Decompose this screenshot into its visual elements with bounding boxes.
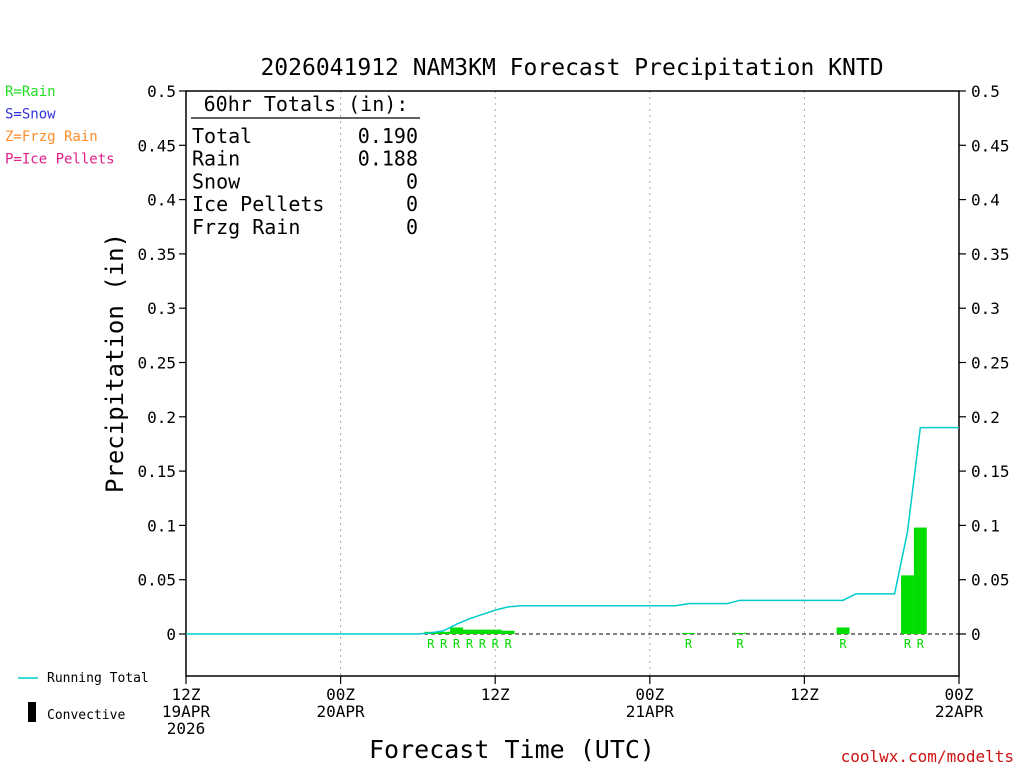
y-tick-label-left: 0.1 — [147, 516, 176, 535]
totals-header: 60hr Totals (in): — [204, 92, 409, 116]
y-tick-label-left: 0.4 — [147, 191, 176, 210]
plot-frame — [185, 90, 960, 677]
rain-marker: R — [492, 637, 500, 651]
rain-marker: R — [685, 637, 693, 651]
precip-type-legend: R=Rain S=Snow Z=Frzg Rain P=Ice Pellets — [5, 84, 115, 168]
running-total-series — [186, 426, 959, 635]
y-tick-label-right: 0.2 — [971, 408, 1000, 427]
y-tick-label-right: 0.35 — [971, 245, 1010, 264]
y-tick-label-right: 0.4 — [971, 191, 1000, 210]
y-tick-label-right: 0.3 — [971, 299, 1000, 318]
rain-bar — [462, 629, 476, 634]
x-tick-label: 00Z — [326, 685, 355, 704]
rain-marker: R — [504, 637, 512, 651]
y-tick-label-left: 0.35 — [137, 245, 176, 264]
convective-legend-swatch — [28, 702, 36, 722]
precip-type-legend-item: P=Ice Pellets — [5, 152, 115, 168]
rain-bar — [682, 632, 695, 634]
y-tick-label-left: 0.25 — [137, 354, 176, 373]
y-tick-label-left: 0.2 — [147, 408, 176, 427]
running-total-legend-label: Running Total — [47, 671, 149, 686]
totals-row-label: Frzg Rain — [192, 215, 300, 239]
totals-row-value: 0.188 — [358, 147, 418, 171]
y-tick-label-right: 0.25 — [971, 354, 1010, 373]
x-tick-label: 22APR — [935, 702, 984, 721]
y-tick-label-right: 0.1 — [971, 516, 1000, 535]
rain-marker: R — [427, 637, 435, 651]
rain-bar — [501, 630, 515, 634]
x-axis-label: Forecast Time (UTC) — [369, 735, 655, 764]
rain-bar — [450, 627, 463, 634]
x-tick-label: 12Z — [790, 685, 819, 704]
y-tick-label-left: 0.5 — [147, 82, 176, 101]
y-tick-label-right: 0.5 — [971, 82, 1000, 101]
x-tick-label: 21APR — [626, 702, 675, 721]
totals-row-label: Snow — [192, 169, 241, 193]
rain-marker: R — [479, 637, 487, 651]
y-tick-label-left: 0.3 — [147, 299, 176, 318]
rain-bar — [836, 627, 850, 634]
x-tick-label: 19APR — [162, 702, 211, 721]
precip-type-legend-item: S=Snow — [5, 107, 56, 123]
rain-marker: R — [736, 637, 744, 651]
y-tick-label-right: 0.45 — [971, 136, 1010, 155]
y-axis-right: 0 0.05 0.1 0.15 0.2 0.25 0.3 0.35 0.4 0.45 0.5 — [959, 82, 1010, 644]
y-tick-label-left: 0.45 — [137, 136, 176, 155]
rain-bar — [733, 632, 747, 634]
x-tick-label: 20APR — [317, 702, 366, 721]
rain-bar — [475, 629, 489, 634]
x-tick-label: 00Z — [635, 685, 664, 704]
rain-marker: R — [466, 637, 474, 651]
totals-box: 60hr Totals (in): Total 0.190 Rain 0.188 Snow… — [191, 92, 420, 239]
y-tick-label-right: 0 — [971, 625, 981, 644]
totals-row-value: 0 — [406, 192, 418, 216]
x-tick-label: 12Z — [481, 685, 510, 704]
totals-row-value: 0.190 — [358, 124, 418, 148]
rain-marker: R — [839, 637, 847, 651]
totals-row-value: 0 — [406, 169, 418, 193]
y-axis-left: 0 0.05 0.1 0.15 0.2 0.25 0.3 0.35 0.4 0.45 0.5 — [137, 82, 186, 644]
rain-marker: R — [440, 637, 448, 651]
rain-bar — [901, 575, 914, 634]
y-tick-label-left: 0 — [166, 625, 176, 644]
rain-marker: R — [904, 637, 912, 651]
rain-bar — [913, 527, 927, 634]
x-tick-label: 2026 — [167, 719, 206, 738]
chart-title: 2026041912 NAM3KM Forecast Precipitation… — [260, 55, 883, 81]
running-total-line — [186, 426, 959, 635]
rain-marker: R — [453, 637, 461, 651]
totals-row-label: Ice Pellets — [192, 192, 324, 216]
totals-row-label: Rain — [192, 147, 240, 171]
precip-type-legend-item: R=Rain — [5, 84, 56, 100]
series-legend: Running Total Convective — [18, 671, 149, 723]
x-tick-label: 00Z — [945, 685, 974, 704]
precip-type-legend-item: Z=Frzg Rain — [5, 129, 98, 145]
y-tick-label-left: 0.05 — [137, 571, 176, 590]
rain-bars — [424, 527, 927, 634]
credit-label: coolwx.com/modelts — [841, 747, 1014, 766]
y-tick-label-left: 0.15 — [137, 462, 176, 481]
totals-row-label: Total — [192, 124, 252, 148]
grid-lines — [340, 91, 805, 676]
totals-row-value: 0 — [406, 215, 418, 239]
convective-legend-label: Convective — [47, 708, 125, 723]
y-tick-label-right: 0.05 — [971, 571, 1010, 590]
y-tick-label-right: 0.15 — [971, 462, 1010, 481]
x-tick-label: 12Z — [172, 685, 201, 704]
y-axis-label: Precipitation (in) — [101, 233, 129, 493]
rain-bar — [488, 629, 502, 634]
rain-bar — [437, 631, 451, 634]
rain-marker: R — [917, 637, 925, 651]
